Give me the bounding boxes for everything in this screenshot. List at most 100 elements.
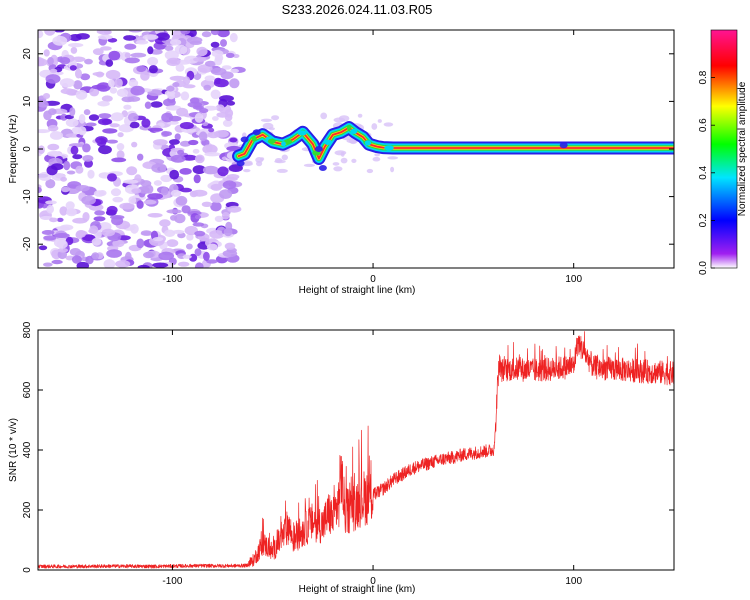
snr-plot-background: [38, 330, 674, 570]
noise-blob: [172, 229, 185, 234]
noise-blob: [116, 150, 125, 160]
ridge-side-blob: [252, 129, 261, 136]
spectrogram-ridge: [232, 121, 674, 171]
halo-blob: [262, 122, 274, 130]
noise-blob: [180, 91, 190, 101]
halo-blob: [243, 169, 251, 173]
noise-blob: [124, 57, 140, 64]
noise-blob: [110, 188, 122, 197]
noise-blob: [47, 57, 54, 66]
noise-blob: [123, 104, 132, 110]
noise-blob: [49, 68, 58, 74]
noise-blob: [220, 71, 234, 80]
noise-blob: [73, 80, 83, 90]
noise-blob: [202, 165, 219, 175]
halo-blob: [340, 157, 348, 164]
noise-blob: [194, 214, 202, 220]
noise-blob: [148, 65, 158, 74]
noise-blob: [229, 32, 238, 43]
spectrogram-x-tick-label: 0: [370, 274, 376, 285]
noise-blob: [219, 189, 233, 200]
noise-blob: [119, 202, 135, 210]
noise-blob: [214, 56, 223, 66]
snr-x-ticks: -100 0 100: [162, 330, 582, 587]
ridge-speckle: [281, 141, 286, 147]
halo-blob: [351, 158, 357, 163]
spectrogram-y-tick-label: -20: [22, 237, 33, 252]
ridge-speckle: [364, 140, 372, 146]
noise-blob: [65, 201, 75, 210]
noise-blob: [193, 174, 201, 184]
noise-blob: [66, 170, 76, 175]
noise-blob: [164, 50, 179, 60]
noise-blob: [226, 100, 236, 106]
noise-blob: [110, 112, 124, 122]
noise-blob: [78, 126, 87, 136]
noise-blob: [168, 115, 182, 122]
noise-blob: [143, 199, 157, 205]
noise-blob: [124, 52, 131, 58]
noise-blob: [69, 34, 82, 42]
halo-blob: [332, 162, 340, 166]
snr-line: [38, 331, 674, 569]
spectrogram-x-ticks: -100 0 100: [162, 30, 582, 285]
noise-blob: [210, 183, 222, 191]
noise-blob: [108, 50, 121, 61]
noise-blob: [208, 127, 215, 133]
noise-blob: [147, 56, 159, 66]
noise-blob: [198, 131, 208, 142]
noise-blob: [82, 234, 96, 241]
noise-blob: [56, 217, 64, 222]
snr-x-axis-label: Height of straight line (km): [299, 584, 416, 595]
noise-blob: [38, 145, 45, 154]
noise-blob: [169, 39, 182, 46]
colorbar-tick-label: 0.2: [698, 213, 709, 227]
snr-y-tick-label: 200: [22, 501, 33, 518]
noise-blob: [54, 226, 70, 232]
ridge-speckle: [384, 145, 394, 151]
noise-blob: [108, 79, 115, 88]
noise-blob: [170, 189, 182, 197]
noise-blob: [136, 238, 145, 249]
noise-blob: [153, 139, 168, 146]
noise-blob: [49, 131, 64, 140]
noise-blob: [128, 30, 143, 33]
noise-blob: [60, 176, 67, 182]
noise-blob: [112, 196, 124, 203]
noise-blob: [166, 209, 182, 214]
noise-blob: [93, 190, 105, 197]
noise-blob: [71, 255, 82, 264]
noise-blob: [232, 54, 240, 58]
noise-blob: [224, 113, 233, 121]
noise-blob: [112, 239, 125, 248]
noise-blob: [159, 219, 171, 227]
noise-blob: [65, 236, 74, 246]
noise-blob: [168, 139, 180, 145]
noise-blob: [97, 100, 110, 107]
noise-blob: [201, 31, 212, 38]
snr-x-tick-label: 0: [370, 576, 376, 587]
snr-y-axis-label: SNR (10 * v/v): [8, 418, 19, 482]
noise-blob: [170, 154, 186, 163]
noise-blob: [151, 163, 167, 173]
noise-blob: [106, 139, 119, 144]
noise-blob: [126, 166, 138, 176]
colorbar-ticks: 0.0 0.2 0.4 0.6 0.8: [698, 70, 715, 275]
noise-blob: [91, 252, 100, 260]
noise-blob: [203, 251, 210, 261]
noise-blob: [44, 30, 56, 36]
noise-blob: [166, 57, 181, 67]
noise-blob: [210, 89, 221, 100]
noise-blob: [68, 143, 84, 148]
colorbar-label: Normalized spectral amplitude: [737, 81, 748, 216]
ridge-speckle: [346, 125, 352, 131]
noise-blob: [201, 201, 213, 207]
snr-x-tick-label: 100: [565, 576, 582, 587]
noise-blob: [226, 174, 240, 180]
noise-blob: [54, 233, 70, 238]
noise-blob: [69, 107, 76, 117]
colorbar-tick-label: 0.6: [698, 118, 709, 132]
noise-blob: [93, 216, 106, 222]
noise-blob: [131, 141, 138, 148]
noise-blob: [38, 30, 44, 39]
